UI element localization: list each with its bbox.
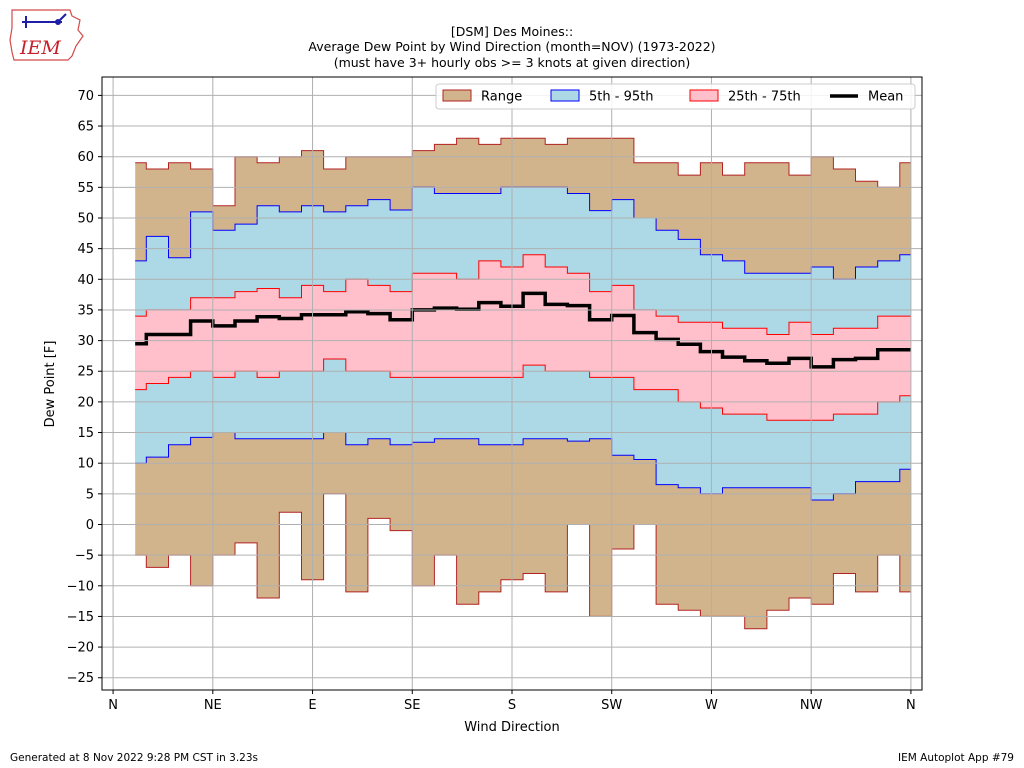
- legend: Range 5th - 95th 25th - 75th Mean: [435, 83, 916, 110]
- x-tick-label: N: [108, 698, 118, 713]
- y-tick-label: 10: [77, 457, 94, 472]
- y-tick-label: 0: [86, 518, 94, 533]
- legend-label: 25th - 75th: [728, 90, 801, 105]
- y-tick-label: 20: [77, 395, 94, 410]
- axes: N NE E SE S SW W NW N −25 −20 −15 −10 −5 0 5 10 15 20 25 30 3…: [67, 76, 923, 713]
- legend-label: 5th - 95th: [589, 90, 653, 105]
- y-tick-label: 55: [77, 181, 94, 196]
- y-tick-label: 30: [77, 334, 94, 349]
- legend-swatch: [550, 89, 580, 102]
- y-tick-label: 35: [77, 303, 94, 318]
- y-tick-label: 50: [77, 211, 94, 226]
- x-tick-label: NE: [204, 698, 222, 713]
- x-tick-label: N: [906, 698, 916, 713]
- legend-label: Mean: [868, 90, 903, 105]
- y-tick-label: 40: [77, 273, 94, 288]
- x-tick-label: NW: [800, 698, 823, 713]
- band-2-fill: [135, 254, 911, 421]
- x-axis-label: Wind Direction: [464, 720, 560, 735]
- y-tick-label: −25: [67, 671, 94, 686]
- iem-logo: IEM: [9, 9, 84, 61]
- y-tick-label: 25: [77, 365, 94, 380]
- y-axis-label: Dew Point [F]: [43, 341, 58, 428]
- y-tick-label: −10: [67, 579, 94, 594]
- y-tick-label: 15: [77, 426, 94, 441]
- y-tick-label: 70: [77, 89, 94, 104]
- band-0-lower-edge: [135, 493, 911, 630]
- mean-line: [135, 291, 911, 369]
- y-tick-label: −5: [75, 549, 94, 564]
- x-tick-label: SE: [404, 698, 420, 713]
- y-tick-label: −15: [67, 610, 94, 625]
- band-1-lower-edge: [135, 432, 911, 501]
- y-tick-label: 60: [77, 150, 94, 165]
- generated-timestamp: Generated at 8 Nov 2022 9:28 PM CST in 3…: [10, 752, 258, 764]
- chart-title-line-2: Average Dew Point by Wind Direction (mon…: [308, 39, 715, 54]
- y-tick-label: −20: [67, 641, 94, 656]
- plot-area: [135, 137, 911, 630]
- logo-text: IEM: [19, 37, 61, 59]
- x-tick-label: W: [705, 698, 718, 713]
- y-tick-label: 5: [86, 487, 94, 502]
- chart-title-line-1: [DSM] Des Moines::: [451, 24, 573, 39]
- legend-label: Range: [481, 90, 522, 105]
- app-credit: IEM Autoplot App #79: [898, 752, 1014, 764]
- chart-title-line-3: (must have 3+ hourly obs >= 3 knots at g…: [334, 55, 691, 70]
- legend-swatch: [442, 89, 472, 102]
- band-2-upper-edge: [135, 254, 911, 335]
- x-tick-label: SW: [601, 698, 622, 713]
- y-tick-label: 65: [77, 120, 94, 135]
- y-tick-label: 45: [77, 242, 94, 257]
- x-tick-label: E: [308, 698, 316, 713]
- legend-swatch: [689, 89, 719, 102]
- x-tick-label: S: [508, 698, 516, 713]
